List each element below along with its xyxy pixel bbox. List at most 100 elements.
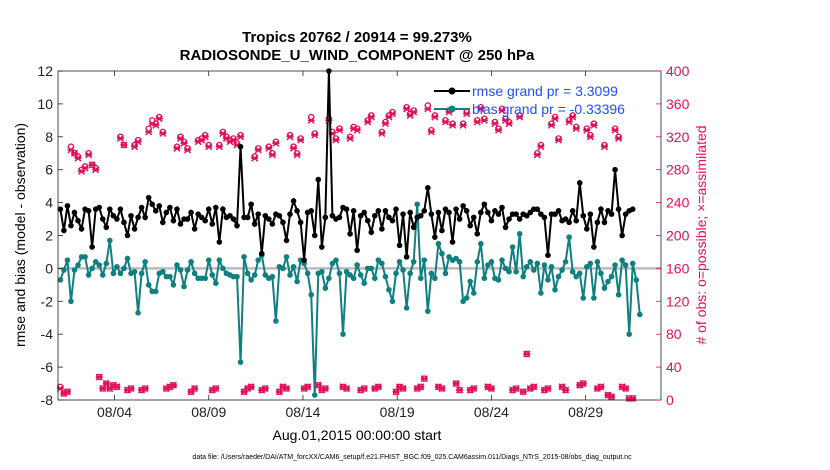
bias-point: [82, 254, 88, 260]
rmse-point: [417, 212, 424, 219]
rmse-point: [276, 212, 283, 219]
bias-point: [523, 263, 530, 270]
rmse-point: [393, 206, 399, 212]
x-tick-label: 08/09: [191, 404, 226, 420]
obs-assimilated-marker: [477, 105, 485, 113]
bias-point: [622, 262, 629, 268]
y-tick-label: -2: [41, 293, 54, 309]
obs-assimilated-marker: [565, 118, 573, 126]
bias-point: [319, 268, 325, 275]
rmse-point: [287, 211, 293, 217]
y-tick-label: -4: [41, 326, 54, 342]
bias-point: [513, 268, 519, 275]
rmse-point: [499, 204, 505, 211]
obs-assimilated-marker: [290, 144, 298, 152]
bias-point: [322, 285, 329, 291]
bias-point: [135, 310, 141, 316]
obs-assimilated-marker: [286, 133, 294, 141]
y-right-tick-label: 360: [666, 96, 690, 112]
obs-assimilated-marker: [173, 144, 181, 152]
rmse-point: [569, 208, 576, 214]
rmse-point: [290, 198, 297, 204]
obs-assimilated-marker: [251, 154, 259, 162]
obs-assimilated-marker: [480, 116, 488, 124]
rmse-point: [594, 219, 601, 226]
bias-point: [205, 257, 212, 263]
rmse-point: [227, 212, 233, 219]
obs-assimilated-marker: [261, 384, 269, 393]
rmse-point: [220, 206, 226, 212]
y-right-tick-label: 240: [666, 195, 690, 211]
bias-point: [361, 280, 368, 287]
bias-point: [382, 273, 389, 280]
obs-assimilated-marker: [191, 384, 199, 393]
bias-point: [107, 237, 113, 244]
bias-point: [304, 270, 311, 277]
obs-assimilated-marker: [272, 139, 280, 147]
bias-point: [637, 311, 643, 318]
obs-assimilated-marker: [311, 131, 319, 139]
rmse-point: [605, 208, 611, 214]
rmse-point: [538, 211, 544, 217]
obs-assimilated-marker: [611, 126, 619, 134]
bias-point: [368, 265, 375, 272]
rmse-point: [138, 204, 145, 211]
bias-point: [403, 305, 410, 311]
bias-point: [467, 278, 474, 285]
bias-point: [460, 298, 466, 305]
bias-point: [340, 331, 346, 338]
bias-point: [576, 270, 583, 277]
bias-point: [333, 257, 339, 263]
bias-point: [188, 259, 194, 265]
obs-assimilated-marker: [85, 151, 93, 159]
obs-assimilated-marker: [427, 128, 435, 136]
obs-assimilated-marker: [555, 136, 563, 144]
rmse-point: [516, 216, 523, 222]
bias-point: [442, 270, 449, 277]
obs-assimilated-marker: [297, 136, 305, 144]
bias-point: [400, 267, 406, 273]
rmse-point: [57, 206, 64, 212]
rmse-point: [117, 206, 124, 212]
bias-point: [587, 260, 594, 267]
rmse-point: [601, 219, 608, 226]
bias-point: [75, 262, 81, 268]
legend-rmse-marker: [448, 87, 456, 95]
rmse-point: [400, 211, 406, 217]
legend-bias-marker: [448, 105, 456, 113]
obs-assimilated-marker: [120, 141, 128, 149]
bias-point: [534, 260, 541, 267]
bias-point: [160, 268, 166, 275]
y-right-tick-label: 120: [666, 293, 690, 309]
rmse-point: [198, 214, 205, 221]
rmse-point: [513, 211, 519, 217]
bias-point: [432, 275, 438, 282]
bias-point: [552, 286, 558, 293]
bias-point: [248, 277, 254, 283]
rmse-point: [541, 214, 548, 221]
y-tick-label: 8: [45, 129, 53, 145]
bias-point: [213, 280, 219, 287]
bias-point: [311, 392, 318, 398]
bias-point: [347, 272, 353, 278]
rmse-point: [188, 209, 194, 216]
bias-point: [255, 257, 262, 263]
rmse-point: [205, 206, 212, 212]
obs-assimilated-marker: [205, 143, 213, 151]
rmse-point: [202, 217, 209, 224]
rmse-point: [492, 208, 498, 214]
rmse-point: [428, 211, 435, 217]
obs-assimilated-marker: [590, 121, 598, 129]
bias-point: [389, 298, 396, 305]
obs-assimilated-marker: [456, 386, 464, 394]
rmse-point: [75, 217, 81, 224]
y-right-tick-label: 320: [666, 129, 690, 145]
y-right-tick-label: 400: [666, 63, 690, 79]
rmse-point: [319, 244, 325, 250]
bias-point: [145, 282, 152, 288]
obs-assimilated-marker: [537, 143, 545, 151]
obs-assimilated-marker: [403, 105, 411, 113]
rmse-point: [322, 214, 329, 221]
bias-point: [446, 254, 452, 260]
obs-assimilated-marker: [374, 383, 382, 391]
